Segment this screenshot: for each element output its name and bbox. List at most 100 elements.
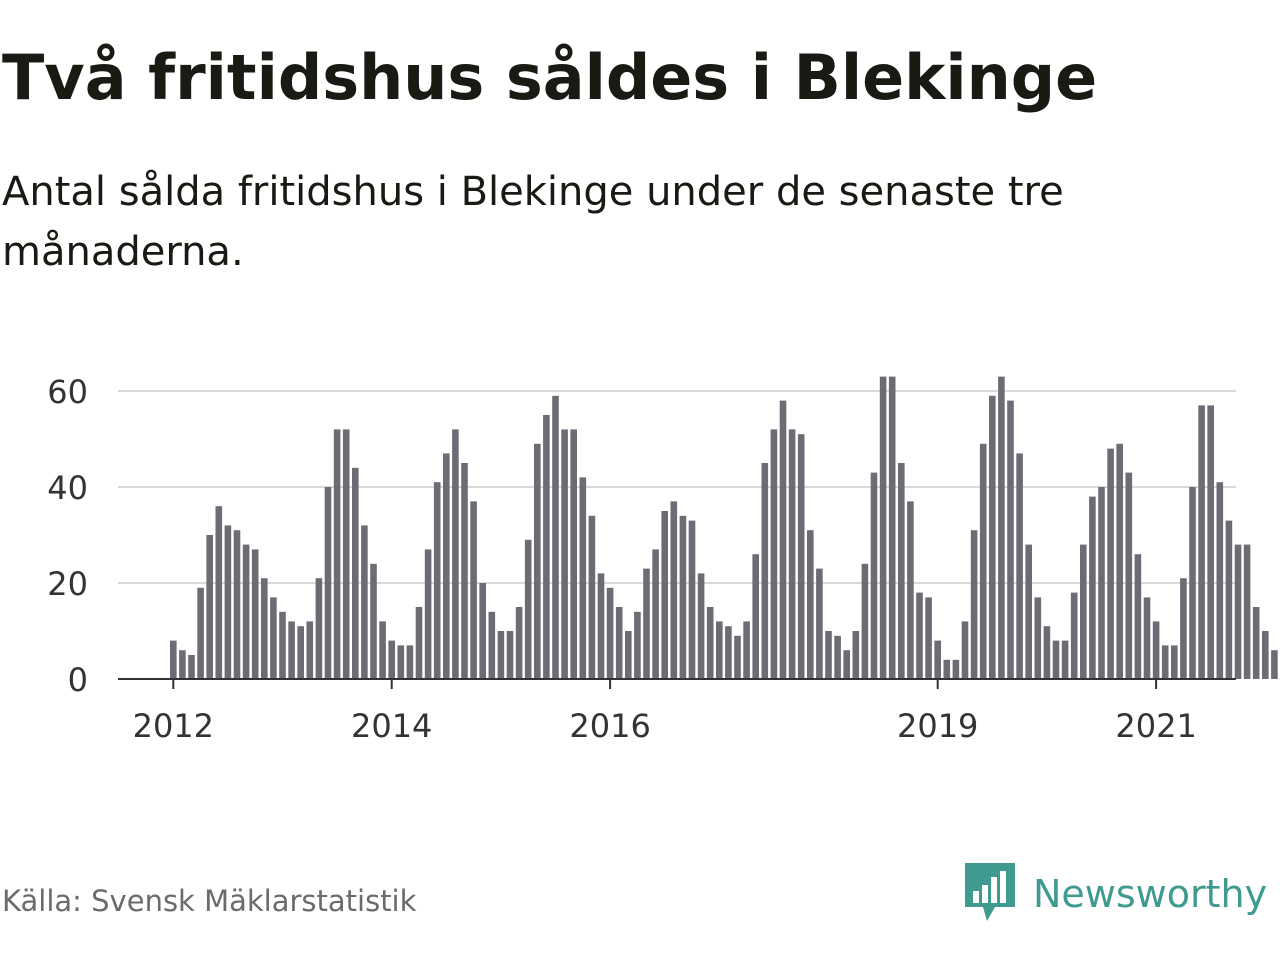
bar bbox=[197, 587, 204, 679]
bar bbox=[443, 453, 450, 679]
labels: 02040602012201420162019202120232 bbox=[47, 373, 1197, 745]
bar bbox=[679, 515, 687, 679]
bar bbox=[206, 535, 213, 679]
bar bbox=[342, 429, 350, 679]
bar bbox=[643, 568, 650, 679]
bar bbox=[1171, 645, 1178, 679]
bar bbox=[1134, 554, 1142, 679]
bar bbox=[843, 650, 850, 679]
bar bbox=[406, 645, 414, 679]
y-tick-label: 40 bbox=[47, 469, 88, 507]
bar bbox=[743, 621, 750, 679]
bar bbox=[215, 506, 223, 679]
bar bbox=[1098, 487, 1105, 679]
bar bbox=[188, 655, 195, 679]
bar bbox=[1271, 650, 1278, 679]
bar bbox=[461, 463, 468, 679]
x-tick-label: 2014 bbox=[351, 707, 432, 745]
bar bbox=[297, 626, 304, 679]
bar bbox=[1007, 400, 1014, 679]
bar bbox=[706, 607, 714, 679]
bar bbox=[1234, 544, 1242, 679]
bar bbox=[361, 525, 368, 679]
bar bbox=[534, 443, 541, 679]
bar bbox=[1043, 626, 1051, 679]
bar bbox=[1125, 472, 1133, 679]
bar bbox=[797, 434, 805, 679]
bar bbox=[761, 463, 769, 679]
bar bbox=[433, 482, 441, 679]
bar-chart: 02040602012201420162019202120232 bbox=[47, 373, 1278, 745]
bar bbox=[688, 520, 696, 679]
bar bbox=[879, 376, 887, 679]
bar bbox=[352, 467, 359, 679]
bar bbox=[1180, 578, 1187, 679]
bar bbox=[625, 631, 632, 679]
bar bbox=[1070, 592, 1078, 679]
bar bbox=[634, 611, 641, 679]
bar bbox=[333, 429, 341, 679]
bar bbox=[998, 376, 1005, 679]
bar bbox=[261, 578, 268, 679]
bar bbox=[379, 621, 386, 679]
bar bbox=[388, 640, 395, 679]
bar bbox=[524, 539, 532, 679]
bar bbox=[989, 395, 996, 679]
bar bbox=[1080, 544, 1087, 679]
bar bbox=[224, 525, 232, 679]
bar bbox=[506, 631, 514, 679]
bar bbox=[561, 429, 568, 679]
bar bbox=[479, 583, 486, 679]
bar bbox=[1052, 640, 1060, 679]
bar bbox=[725, 626, 732, 679]
bar bbox=[470, 501, 477, 679]
bar bbox=[324, 487, 332, 679]
bar bbox=[179, 650, 186, 679]
bar bbox=[1225, 520, 1233, 679]
bar bbox=[888, 376, 896, 679]
bar bbox=[716, 621, 723, 679]
bar bbox=[306, 621, 314, 679]
bar bbox=[652, 549, 659, 679]
bar bbox=[870, 472, 878, 679]
x-tick-label: 2016 bbox=[569, 707, 650, 745]
bar bbox=[670, 501, 678, 679]
bar bbox=[552, 395, 559, 679]
bar bbox=[1198, 405, 1205, 679]
bar bbox=[397, 645, 405, 679]
bar bbox=[907, 501, 914, 679]
bar bbox=[1107, 448, 1114, 679]
bar bbox=[961, 621, 969, 679]
bar bbox=[570, 429, 577, 679]
brand-name: Newsworthy bbox=[1033, 872, 1268, 916]
bar bbox=[970, 530, 978, 679]
bar bbox=[1207, 405, 1214, 679]
bar bbox=[788, 429, 796, 679]
bar bbox=[1216, 482, 1224, 679]
bar bbox=[1189, 487, 1196, 679]
bar bbox=[424, 549, 432, 679]
bar bbox=[370, 563, 377, 679]
bar bbox=[834, 635, 841, 679]
brand-logo[interactable]: Newsworthy bbox=[965, 862, 1267, 926]
bar bbox=[1262, 631, 1269, 679]
bar bbox=[952, 659, 960, 679]
bar bbox=[1061, 640, 1069, 679]
bar bbox=[279, 611, 286, 679]
bar bbox=[1116, 443, 1123, 679]
bar bbox=[925, 597, 932, 679]
chart-title: Två fritidshus såldes i Blekinge bbox=[2, 41, 1098, 114]
newsworthy-logo-icon bbox=[965, 863, 1015, 921]
bar bbox=[861, 563, 869, 679]
bar bbox=[543, 415, 550, 679]
bar bbox=[816, 568, 823, 679]
bar bbox=[1034, 597, 1042, 679]
bar bbox=[1016, 453, 1023, 679]
bar bbox=[1161, 645, 1169, 679]
bar bbox=[734, 635, 741, 679]
bar bbox=[752, 554, 759, 679]
bar bbox=[588, 515, 596, 679]
bar bbox=[415, 607, 423, 679]
bar bbox=[233, 530, 241, 679]
bar bbox=[898, 463, 905, 679]
